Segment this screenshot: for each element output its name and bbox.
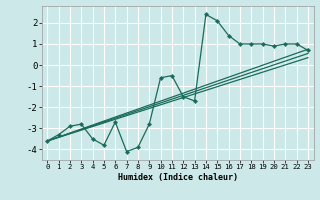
X-axis label: Humidex (Indice chaleur): Humidex (Indice chaleur) <box>118 173 237 182</box>
